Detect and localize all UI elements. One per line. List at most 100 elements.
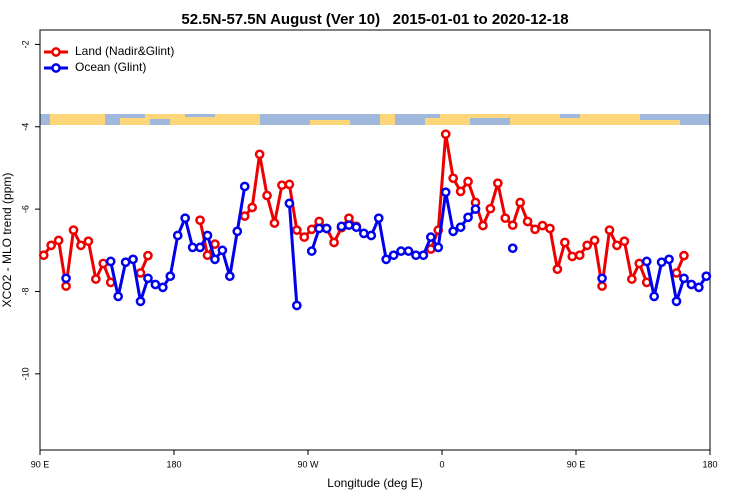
data-point <box>671 268 682 278</box>
x-axis-label: Longitude (deg E) <box>327 476 422 490</box>
data-point <box>373 213 384 224</box>
y-tick-label: -6 <box>20 205 30 213</box>
data-point <box>463 176 473 187</box>
data-point <box>470 204 481 214</box>
x-tick-label: 180 <box>166 459 181 469</box>
data-point <box>597 281 607 291</box>
data-point <box>679 250 689 261</box>
data-point <box>277 180 287 191</box>
data-point <box>76 240 86 251</box>
y-tick-label: -4 <box>20 123 30 131</box>
legend-marker <box>51 47 61 57</box>
data-point <box>306 224 317 235</box>
data-point <box>187 242 198 253</box>
data-point <box>239 181 250 192</box>
data-point <box>530 224 540 235</box>
legend-label: Land (Nadir&Glint) <box>75 44 174 58</box>
data-point <box>224 271 235 282</box>
data-point <box>507 220 518 231</box>
legend: Land (Nadir&Glint) Ocean (Glint) <box>44 44 174 74</box>
data-point <box>180 213 191 224</box>
data-point <box>53 235 64 246</box>
y-axis-label: XCO2 - MLO trend (ppm) <box>0 173 14 308</box>
data-point <box>262 190 272 201</box>
data-point <box>440 187 451 198</box>
data-point <box>344 220 354 231</box>
data-point <box>336 221 347 232</box>
data-point <box>425 232 436 242</box>
data-point <box>366 230 377 241</box>
data-point <box>165 271 176 282</box>
legend-label: Ocean (Glint) <box>75 60 146 74</box>
data-point <box>90 274 101 284</box>
data-point <box>321 223 332 234</box>
data-point <box>612 240 622 251</box>
data-point <box>38 250 49 261</box>
data-point <box>619 236 630 247</box>
data-point <box>329 237 339 248</box>
data-point <box>388 250 399 261</box>
data-point <box>492 178 503 189</box>
data-point <box>143 273 153 284</box>
data-point <box>128 254 138 265</box>
data-point <box>210 254 220 265</box>
x-tick-label: 90 E <box>567 459 586 469</box>
data-point <box>589 235 600 246</box>
data-point <box>150 279 161 290</box>
data-point <box>120 257 131 268</box>
data-point <box>202 250 213 261</box>
data-point <box>701 271 712 282</box>
data-point <box>381 254 392 265</box>
y-tick-label: -2 <box>20 40 30 48</box>
chart-title: 52.5N-57.5N August (Ver 10) 2015-01-01 t… <box>181 11 568 28</box>
data-point <box>403 246 414 256</box>
data-point <box>195 215 205 226</box>
data-point <box>68 225 79 235</box>
data-point <box>172 230 183 241</box>
data-point <box>552 264 563 275</box>
data-point <box>515 197 526 208</box>
data-point <box>537 220 548 231</box>
y-tick-label: -8 <box>20 287 30 295</box>
plot-frame <box>39 29 711 451</box>
data-point <box>113 291 124 302</box>
data-point <box>299 232 310 242</box>
data-point <box>217 245 228 256</box>
data-point <box>649 291 660 302</box>
data-point <box>247 202 258 213</box>
data-point <box>485 203 496 214</box>
data-point <box>143 250 153 261</box>
data-point <box>291 300 302 311</box>
data-point <box>664 254 674 265</box>
data-point <box>559 237 570 248</box>
legend-marker <box>51 63 61 73</box>
data-point <box>582 240 593 251</box>
y-tick-label: -10 <box>20 367 30 380</box>
data-point <box>239 211 250 221</box>
data-point <box>269 218 280 228</box>
data-point <box>671 296 682 307</box>
x-tick-label: 0 <box>439 459 444 469</box>
data-point <box>105 256 116 267</box>
data-point <box>693 282 704 293</box>
data-point <box>135 296 146 307</box>
data-point <box>656 257 667 268</box>
data-point <box>291 225 302 235</box>
data-point <box>411 250 421 261</box>
data-point <box>83 236 94 247</box>
data-point <box>418 250 429 261</box>
data-point <box>634 258 645 269</box>
data-point <box>463 212 473 223</box>
data-point <box>284 179 295 190</box>
data-point <box>448 173 459 184</box>
data-point <box>448 226 459 237</box>
data-point <box>46 240 57 251</box>
data-point <box>440 129 451 140</box>
data-point <box>574 250 585 261</box>
data-point <box>522 216 533 227</box>
series-line <box>42 132 686 288</box>
x-tick-label: 90 E <box>31 459 50 469</box>
data-point <box>396 246 406 256</box>
data-point <box>157 282 168 293</box>
data-point <box>478 220 488 231</box>
